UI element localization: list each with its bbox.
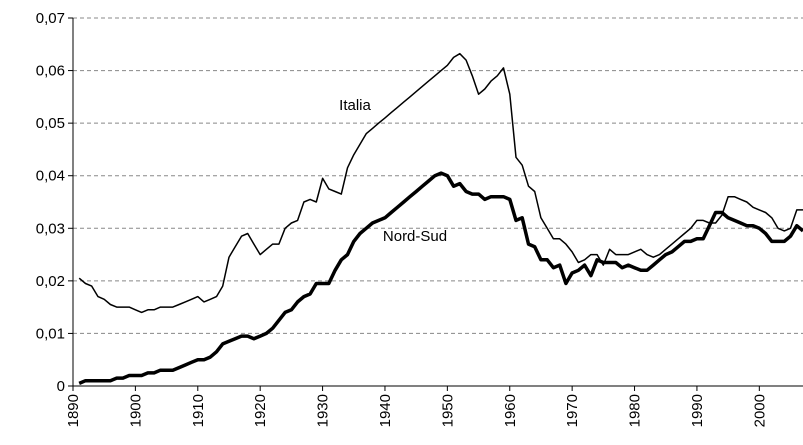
x-tick-label: 1920 — [252, 394, 269, 427]
y-tick-label: 0,02 — [36, 273, 65, 290]
y-tick-label: 0 — [57, 378, 65, 395]
y-tick-label: 0,06 — [36, 63, 65, 80]
x-tick-label: 1900 — [127, 394, 144, 427]
x-tick-label: 1970 — [564, 394, 581, 427]
x-tick-label: 1940 — [377, 394, 394, 427]
x-tick-label: 2000 — [751, 394, 768, 427]
series-label: Italia — [339, 97, 371, 114]
y-tick-label: 0,04 — [36, 168, 65, 185]
line-series — [78, 171, 803, 386]
x-tick-label: 1910 — [190, 394, 207, 427]
x-tick-label: 1950 — [439, 394, 456, 427]
x-tick-label: 1890 — [65, 394, 82, 427]
x-tick-label: 1960 — [502, 394, 519, 427]
y-tick-label: 0,07 — [36, 10, 65, 27]
y-tick-label: 0,01 — [36, 325, 65, 342]
line-series — [78, 52, 803, 314]
x-tick-label: 1990 — [689, 394, 706, 427]
y-tick-label: 0,03 — [36, 220, 65, 237]
x-tick-label: 1930 — [315, 394, 332, 427]
x-tick-label: 1980 — [627, 394, 644, 427]
series-label: Nord-Sud — [383, 228, 447, 245]
y-tick-label: 0,05 — [36, 115, 65, 132]
